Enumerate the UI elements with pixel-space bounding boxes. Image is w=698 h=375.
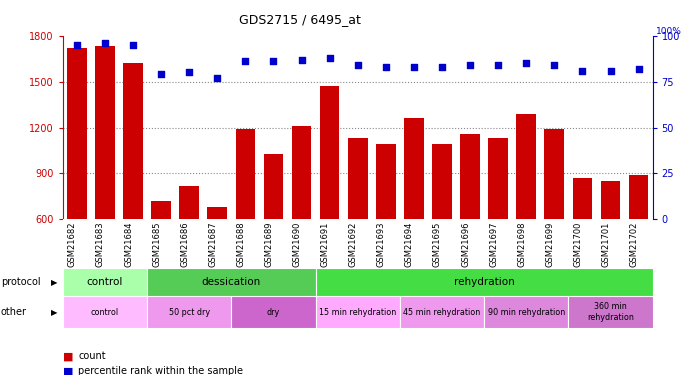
Text: 90 min rehydration: 90 min rehydration bbox=[488, 308, 565, 316]
Bar bbox=[147, 268, 315, 296]
Text: GSM21695: GSM21695 bbox=[433, 222, 442, 267]
Bar bbox=[629, 175, 648, 219]
Text: rehydration: rehydration bbox=[454, 277, 514, 287]
Bar bbox=[63, 296, 147, 328]
Bar bbox=[231, 296, 315, 328]
Text: GSM21694: GSM21694 bbox=[405, 222, 414, 267]
Text: GSM21685: GSM21685 bbox=[152, 222, 161, 267]
Text: dry: dry bbox=[267, 308, 280, 316]
Point bbox=[156, 71, 167, 77]
Text: ■: ■ bbox=[63, 351, 73, 361]
Point bbox=[128, 42, 139, 48]
Point bbox=[99, 40, 110, 46]
Text: GSM21700: GSM21700 bbox=[574, 222, 582, 267]
Text: protocol: protocol bbox=[1, 277, 40, 287]
Text: 45 min rehydration: 45 min rehydration bbox=[403, 308, 481, 316]
Text: GSM21689: GSM21689 bbox=[265, 222, 274, 267]
Bar bbox=[484, 296, 568, 328]
Bar bbox=[235, 129, 255, 219]
Bar bbox=[432, 144, 452, 219]
Text: GSM21696: GSM21696 bbox=[461, 222, 470, 267]
Text: GSM21684: GSM21684 bbox=[124, 222, 133, 267]
Text: GSM21690: GSM21690 bbox=[292, 222, 302, 267]
Bar bbox=[489, 138, 508, 219]
Bar bbox=[67, 48, 87, 219]
Bar bbox=[544, 129, 564, 219]
Bar bbox=[95, 46, 114, 219]
Bar bbox=[460, 134, 480, 219]
Point bbox=[633, 66, 644, 72]
Text: GSM21698: GSM21698 bbox=[517, 222, 526, 267]
Point bbox=[240, 58, 251, 64]
Text: GSM21687: GSM21687 bbox=[208, 222, 217, 267]
Point bbox=[184, 69, 195, 75]
Bar bbox=[376, 144, 396, 219]
Point bbox=[71, 42, 82, 48]
Text: ▶: ▶ bbox=[51, 278, 57, 287]
Point bbox=[549, 62, 560, 68]
Point bbox=[577, 68, 588, 74]
Text: ■: ■ bbox=[63, 366, 73, 375]
Point bbox=[211, 75, 223, 81]
Text: ▶: ▶ bbox=[51, 308, 57, 316]
Text: GSM21691: GSM21691 bbox=[320, 222, 329, 267]
Text: count: count bbox=[78, 351, 106, 361]
Text: percentile rank within the sample: percentile rank within the sample bbox=[78, 366, 243, 375]
Text: 15 min rehydration: 15 min rehydration bbox=[319, 308, 396, 316]
Bar bbox=[517, 114, 536, 219]
Text: GSM21683: GSM21683 bbox=[96, 222, 105, 267]
Point bbox=[352, 62, 363, 68]
Bar bbox=[320, 86, 339, 219]
Point bbox=[408, 64, 419, 70]
Text: other: other bbox=[1, 307, 27, 317]
Bar bbox=[315, 296, 400, 328]
Bar bbox=[63, 268, 147, 296]
Point bbox=[605, 68, 616, 74]
Text: 100%: 100% bbox=[656, 27, 682, 36]
Bar bbox=[179, 186, 199, 219]
Text: 360 min
rehydration: 360 min rehydration bbox=[587, 303, 634, 322]
Bar bbox=[315, 268, 653, 296]
Point bbox=[521, 60, 532, 66]
Point bbox=[296, 57, 307, 63]
Bar bbox=[124, 63, 143, 219]
Point bbox=[493, 62, 504, 68]
Text: GDS2715 / 6495_at: GDS2715 / 6495_at bbox=[239, 13, 361, 26]
Text: dessication: dessication bbox=[202, 277, 261, 287]
Text: 50 pct dry: 50 pct dry bbox=[169, 308, 210, 316]
Bar bbox=[264, 153, 283, 219]
Bar bbox=[292, 126, 311, 219]
Text: GSM21692: GSM21692 bbox=[349, 222, 357, 267]
Text: GSM21688: GSM21688 bbox=[237, 222, 246, 267]
Bar bbox=[207, 207, 227, 219]
Bar bbox=[400, 296, 484, 328]
Bar bbox=[151, 201, 171, 219]
Text: GSM21702: GSM21702 bbox=[630, 222, 639, 267]
Point bbox=[464, 62, 475, 68]
Bar bbox=[568, 296, 653, 328]
Text: control: control bbox=[87, 277, 123, 287]
Text: control: control bbox=[91, 308, 119, 316]
Point bbox=[380, 64, 392, 70]
Text: GSM21697: GSM21697 bbox=[489, 222, 498, 267]
Bar bbox=[147, 296, 231, 328]
Point bbox=[436, 64, 447, 70]
Bar bbox=[348, 138, 368, 219]
Text: GSM21682: GSM21682 bbox=[68, 222, 77, 267]
Point bbox=[324, 55, 335, 61]
Text: GSM21686: GSM21686 bbox=[180, 222, 189, 267]
Bar bbox=[601, 181, 621, 219]
Bar bbox=[572, 178, 592, 219]
Text: GSM21701: GSM21701 bbox=[602, 222, 611, 267]
Bar bbox=[404, 118, 424, 219]
Text: GSM21699: GSM21699 bbox=[545, 222, 554, 267]
Text: GSM21693: GSM21693 bbox=[377, 222, 386, 267]
Point bbox=[268, 58, 279, 64]
